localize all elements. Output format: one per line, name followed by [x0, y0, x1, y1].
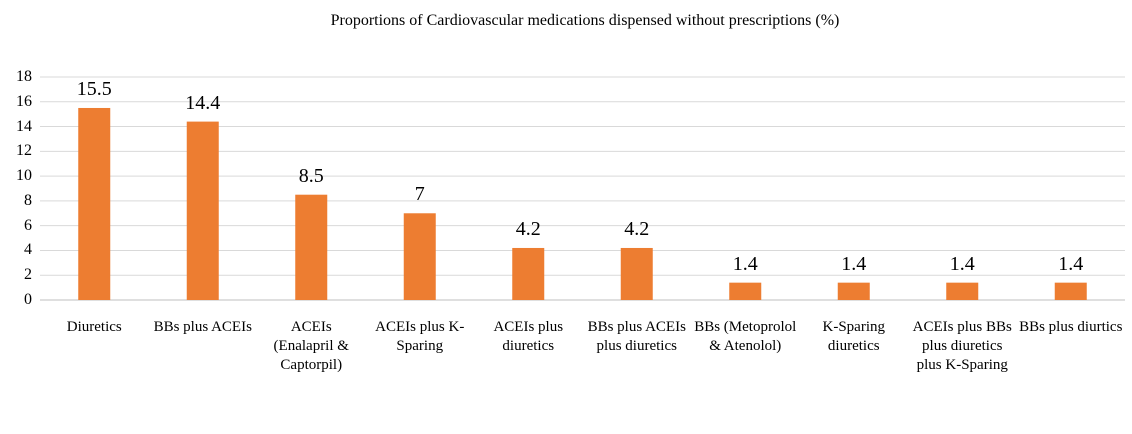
y-tick-label: 14 [16, 117, 32, 135]
bar [946, 282, 979, 300]
data-label: 4.2 [624, 217, 650, 240]
x-tick-label: ACEIs plus diuretics [493, 319, 564, 354]
data-label: 4.2 [515, 217, 541, 240]
bar [729, 282, 762, 300]
data-label: 8.5 [298, 164, 324, 187]
y-tick-label: 8 [24, 191, 32, 209]
bar [403, 213, 436, 300]
data-label: 1.4 [1058, 252, 1084, 275]
data-label: 14.4 [185, 91, 221, 114]
data-label: 7 [414, 183, 425, 206]
chart-title: Proportions of Cardiovascular medication… [330, 12, 840, 29]
bar [620, 247, 653, 300]
x-tick-label: ACEIs plus BBs plus diuretics plus K-Spa… [912, 319, 1012, 373]
bar [512, 247, 545, 300]
data-label: 1.4 [841, 252, 867, 275]
bar [295, 194, 328, 300]
y-tick-label: 16 [16, 92, 32, 110]
y-tick-label: 12 [16, 142, 32, 160]
data-label: 1.4 [949, 252, 975, 275]
x-tick-label: BBs (Metoprolol & Atenolol) [694, 319, 797, 354]
x-tick-label: ACEIs plus K-Sparing [375, 319, 465, 354]
x-tick-label: ACEIs (Enalapril & Captorpil) [273, 319, 349, 373]
y-tick-label: 4 [24, 241, 32, 259]
bar [837, 282, 870, 300]
x-tick-label: BBs plus ACEIs plus diuretics [587, 319, 686, 354]
x-tick-label: K-Sparing diuretics [822, 319, 886, 354]
bar [1054, 282, 1087, 300]
x-tick-label: BBs plus ACEIs [153, 319, 252, 335]
y-tick-label: 2 [24, 266, 32, 284]
bar [78, 107, 111, 300]
y-tick-label: 0 [24, 291, 32, 308]
y-tick-label: 6 [24, 216, 32, 234]
x-tick-label: Diuretics [66, 319, 122, 335]
bar [186, 121, 219, 300]
y-tick-label: 18 [16, 68, 32, 85]
data-label: 15.5 [76, 77, 112, 100]
data-label: 1.4 [732, 252, 758, 275]
x-tick-label: BBs plus diurtics [1019, 319, 1123, 335]
y-tick-label: 10 [16, 167, 32, 185]
